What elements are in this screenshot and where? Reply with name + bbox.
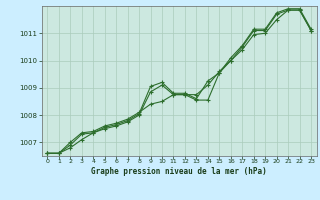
X-axis label: Graphe pression niveau de la mer (hPa): Graphe pression niveau de la mer (hPa) (91, 167, 267, 176)
